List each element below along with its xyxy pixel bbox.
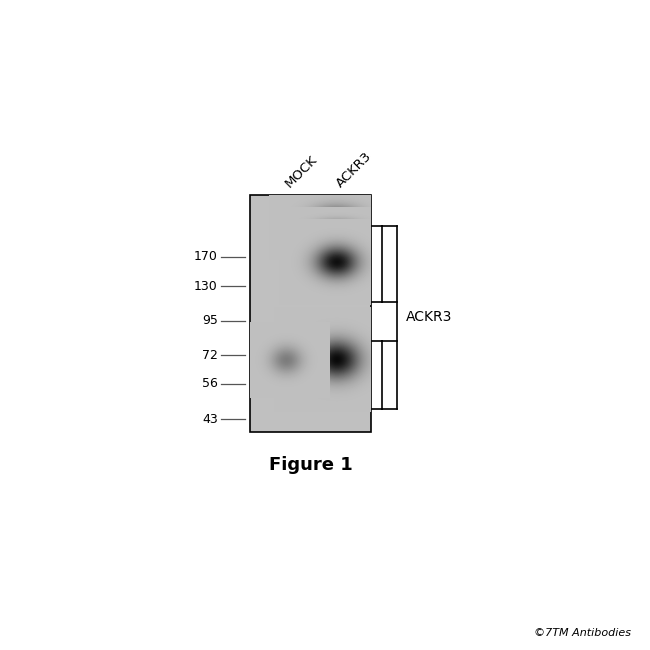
- Text: 95: 95: [202, 314, 218, 327]
- Text: 43: 43: [202, 413, 218, 426]
- Text: 170: 170: [194, 250, 218, 263]
- FancyBboxPatch shape: [250, 195, 370, 432]
- Text: ACKR3: ACKR3: [333, 150, 374, 190]
- Text: ACKR3: ACKR3: [406, 310, 452, 324]
- Text: 56: 56: [202, 377, 218, 390]
- Text: 130: 130: [194, 280, 218, 293]
- Text: MOCK: MOCK: [283, 153, 320, 190]
- Text: ©7TM Antibodies: ©7TM Antibodies: [534, 629, 630, 638]
- Text: 72: 72: [202, 348, 218, 361]
- Text: Figure 1: Figure 1: [269, 456, 352, 474]
